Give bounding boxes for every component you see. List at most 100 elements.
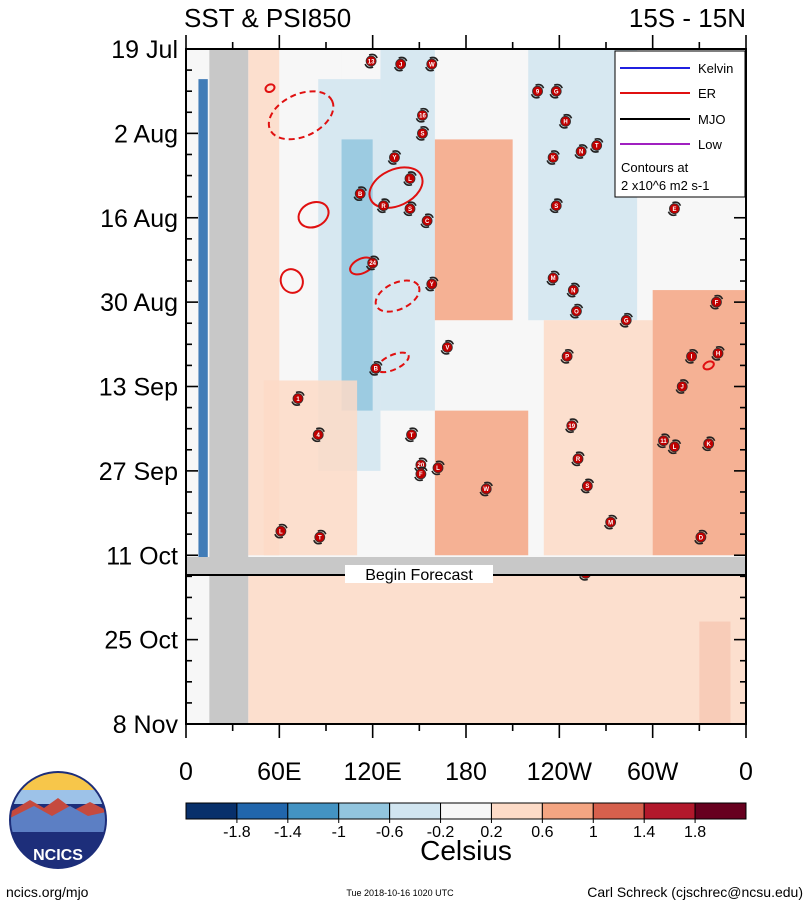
storm-arm-top xyxy=(373,361,383,366)
storm-arm-top xyxy=(370,255,380,261)
storm-marker-0: 13 xyxy=(364,53,378,69)
storm-arm-top xyxy=(418,466,428,472)
colorbar: -1.8 -1.4 -1 -0.6 -0.2 0.2 0.6 1 1.4 1.8 xyxy=(185,802,747,841)
y-tick-label-7: 25 Oct xyxy=(104,627,178,655)
forecast-label: Begin Forecast xyxy=(365,567,473,584)
storm-arm-top xyxy=(407,171,417,176)
storm-marker-20: Y xyxy=(425,276,439,292)
hurricane-icon xyxy=(415,468,427,480)
y-tick-label-1: 2 Aug xyxy=(114,120,178,148)
colorbar-label-6: 0.6 xyxy=(531,824,553,841)
storm-marker-21: M xyxy=(546,270,560,286)
storm-arm-bottom xyxy=(311,437,321,443)
storm-marker-18: E xyxy=(667,201,682,217)
storm-marker-14: R xyxy=(376,198,391,214)
storm-label: W xyxy=(483,487,489,493)
legend: Kelvin ER MJO Low Contours at 2 x10^6 m2… xyxy=(614,50,746,198)
storm-label: K xyxy=(706,442,711,448)
colorbar-swatch-2 xyxy=(287,802,340,820)
storm-arm-top xyxy=(295,391,305,396)
er-contour-2 xyxy=(297,200,330,229)
storm-label: C xyxy=(425,219,430,225)
storm-arm-bottom xyxy=(549,208,559,214)
x-axis: 0 60E 120E 180 120W 60W 0 xyxy=(179,35,753,786)
hurricane-icon xyxy=(404,203,416,215)
storm-arm-bottom xyxy=(546,280,556,286)
hurricane-icon xyxy=(676,381,688,392)
storm-marker-6: S xyxy=(415,126,430,141)
storm-arm-bottom xyxy=(546,160,556,165)
colorbar-swatch-7 xyxy=(541,802,594,820)
colorbar-label-9: 1.8 xyxy=(684,824,706,841)
storm-marker-9: N xyxy=(574,144,588,159)
storm-arm-bottom xyxy=(589,148,599,153)
storm-marker-17: S xyxy=(549,198,563,214)
storm-marker-33: 4 xyxy=(311,427,325,443)
storm-arm-top xyxy=(550,150,560,155)
storm-marker-47: M xyxy=(603,514,618,530)
y-tick-label-2: 16 Aug xyxy=(100,205,178,233)
hurricane-icon xyxy=(605,516,617,528)
storm-label: M xyxy=(551,276,556,282)
hurricane-icon xyxy=(591,140,603,151)
storm-arm-top xyxy=(574,303,584,309)
hurricane-icon xyxy=(566,420,578,432)
storm-arm-bottom xyxy=(530,93,540,99)
storm-marker-22: N xyxy=(566,282,581,298)
hurricane-icon xyxy=(658,435,669,447)
hurricane-icon xyxy=(292,393,304,404)
storm-marker-23: O xyxy=(569,303,584,319)
storm-label: 20 xyxy=(418,463,425,469)
anomaly-region-9 xyxy=(543,320,653,556)
storm-label: N xyxy=(571,288,575,294)
land-mask-africa xyxy=(209,49,249,724)
storm-label: S xyxy=(554,204,558,210)
storm-arm-top xyxy=(429,56,439,62)
hurricane-icon xyxy=(547,152,559,163)
storm-arm-bottom xyxy=(369,371,379,376)
storm-arm-bottom xyxy=(387,160,397,165)
storm-arm-bottom xyxy=(667,211,677,217)
storm-arm-top xyxy=(672,201,682,207)
legend-label-kelvin: Kelvin xyxy=(698,61,733,76)
anomaly-region-13 xyxy=(248,573,746,724)
storm-label: 9 xyxy=(536,89,540,95)
ncics-logo: NCICS xyxy=(9,771,107,869)
hurricane-icon xyxy=(620,314,632,326)
storm-arm-bottom xyxy=(414,476,424,482)
storm-arm-top xyxy=(706,436,716,442)
storm-label: J xyxy=(681,385,684,391)
colorbar-label-3: -0.6 xyxy=(376,824,404,841)
storm-label: H xyxy=(563,120,567,126)
hurricane-icon xyxy=(561,350,573,362)
hurricane-icon xyxy=(406,429,417,441)
hurricane-icon xyxy=(686,350,697,362)
storm-marker-10: T xyxy=(589,138,604,153)
anomaly-region-5 xyxy=(380,49,435,411)
storm-arm-bottom xyxy=(274,533,284,539)
storm-arm-top xyxy=(679,379,689,384)
storm-arm-top xyxy=(553,198,563,204)
storm-arm-bottom xyxy=(415,136,425,141)
storm-arm-top xyxy=(435,460,445,466)
er-contour-7 xyxy=(264,83,276,93)
storm-label: V xyxy=(445,346,449,352)
storm-arm-top xyxy=(278,523,288,529)
storm-marker-5: 16 xyxy=(415,107,430,123)
storm-label: 4 xyxy=(317,433,321,439)
storm-arm-top xyxy=(357,186,367,191)
storm-arm-bottom xyxy=(403,181,413,186)
storm-arm-bottom xyxy=(365,265,375,271)
storm-label: Y xyxy=(392,156,396,162)
storm-label: H xyxy=(716,352,720,358)
hurricane-icon xyxy=(421,215,433,227)
hurricane-icon xyxy=(550,85,562,97)
storm-marker-29: I xyxy=(684,349,699,364)
storm-arm-bottom xyxy=(709,304,719,310)
hurricane-icon xyxy=(567,284,579,296)
hurricane-icon xyxy=(367,257,379,269)
x-tick-label-5: 60W xyxy=(627,758,679,786)
storm-arm-bottom xyxy=(560,359,570,364)
storm-arm-bottom xyxy=(403,211,413,217)
storm-arm-bottom xyxy=(566,292,576,298)
